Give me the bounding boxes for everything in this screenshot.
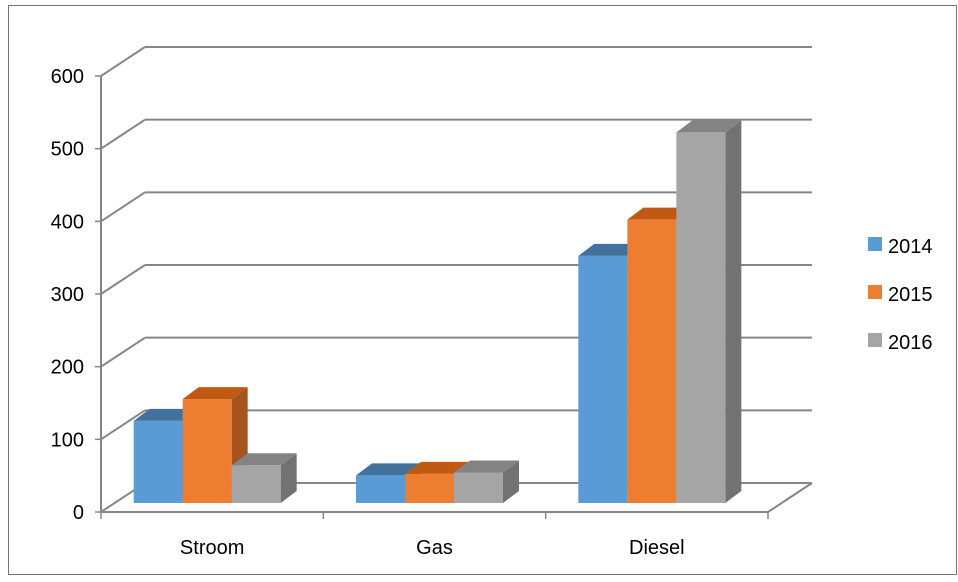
bar	[182, 399, 232, 503]
bar-side	[280, 453, 297, 503]
bar	[133, 420, 183, 503]
bar-top	[454, 460, 519, 473]
labels: 0 100 200 300 400 500 600 Stroom Gas Diesel	[51, 66, 685, 559]
bar-side	[725, 120, 742, 504]
y-tick-label: 400	[51, 211, 84, 233]
gridline-depth	[100, 264, 146, 295]
y-tick-label: 500	[51, 139, 84, 161]
bar	[356, 475, 405, 503]
bar	[578, 255, 628, 503]
bar	[405, 473, 454, 503]
y-tick-label: 200	[51, 357, 84, 379]
legend-label: 2015	[888, 284, 933, 306]
bar-top	[676, 120, 742, 133]
bar-side	[503, 460, 519, 503]
bar	[231, 465, 281, 503]
legend: 2014 2015 2016	[868, 236, 933, 354]
x-category-label: Gas	[416, 537, 453, 559]
legend-swatch	[868, 333, 882, 347]
x-category-label: Stroom	[180, 537, 244, 559]
legend-swatch	[868, 285, 882, 299]
gridline-depth	[100, 409, 146, 441]
legend-label: 2016	[888, 332, 933, 354]
floor-right-edge	[767, 482, 813, 513]
gridline-depth	[100, 336, 146, 368]
y-tick-label: 300	[51, 284, 84, 306]
gridline-depth	[100, 118, 146, 150]
legend-swatch	[868, 237, 882, 251]
bar	[676, 132, 726, 503]
bar-top	[231, 453, 297, 466]
bar	[454, 472, 503, 503]
bar-top	[133, 408, 199, 421]
y-tick-label: 600	[51, 66, 84, 88]
bar-top	[405, 461, 470, 474]
bar-top	[182, 387, 248, 400]
bar-top	[356, 463, 421, 476]
bars	[133, 120, 742, 504]
gridline-depth	[100, 191, 146, 223]
axes	[95, 75, 813, 519]
gridline-depth	[100, 46, 146, 77]
y-tick-label: 100	[51, 429, 84, 451]
bar-top	[627, 207, 693, 220]
legend-label: 2014	[888, 236, 933, 258]
bar	[627, 219, 677, 503]
x-category-label: Diesel	[629, 537, 685, 559]
y-tick-label: 0	[73, 502, 84, 524]
bar-top	[578, 243, 644, 256]
